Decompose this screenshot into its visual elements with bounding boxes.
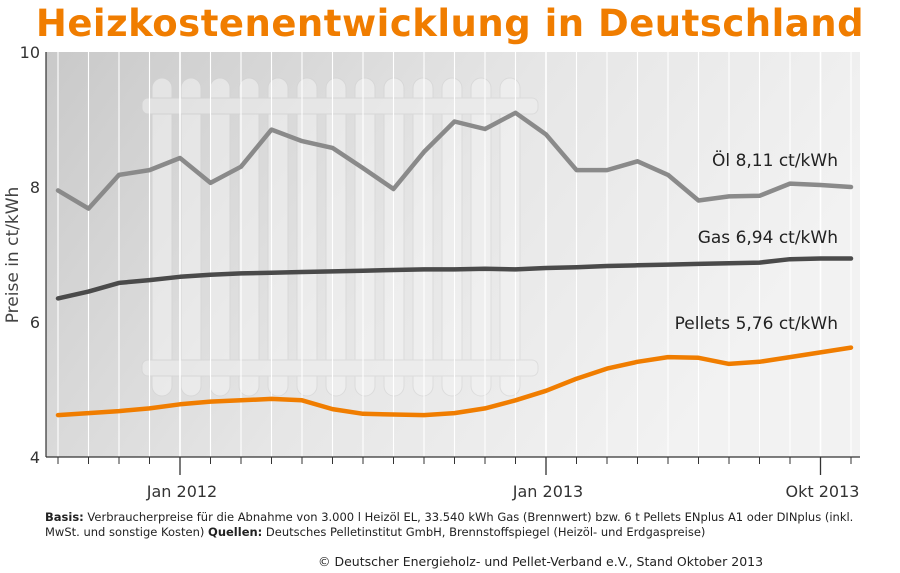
radiator-fin	[296, 77, 318, 397]
y-tick-label: 6	[30, 313, 40, 332]
radiator-fin	[499, 77, 521, 397]
radiator-fin	[238, 77, 260, 397]
y-axis: 4 6 8 10	[20, 43, 47, 467]
series-name: Pellets	[675, 314, 736, 334]
radiator-fin	[441, 77, 463, 397]
series-line-pellets	[55, 345, 854, 418]
series-value: 8,11 ct/kWh	[736, 151, 838, 171]
basis-text: Verbraucherpreise für die Abnahme von 3.…	[45, 510, 854, 539]
radiator-fin	[209, 77, 231, 397]
x-tick-label: Jan 2012	[146, 482, 217, 501]
series-label-gas: Gas 6,94 ct/kWh	[698, 228, 838, 248]
series-label-pellets: Pellets 5,76 ct/kWh	[675, 314, 838, 334]
series-value: 5,76 ct/kWh	[736, 314, 838, 334]
x-tick-label: Okt 2013	[786, 482, 860, 501]
series-lines	[55, 110, 854, 418]
y-axis-label: Preise in ct/kWh	[3, 187, 23, 324]
series-name: Gas	[698, 228, 736, 248]
series-line--l	[55, 110, 854, 211]
line-chart: 4 6 8 10 Jan 2012 Jan 2013 Okt 2013 Öl 8,11 c…	[3, 43, 860, 501]
x-tick-label: Jan 2013	[512, 482, 583, 501]
series-label--l: Öl 8,11 ct/kWh	[712, 149, 838, 171]
series-labels: Öl 8,11 ct/kWh Gas 6,94 ct/kWh Pellets 5,7…	[675, 149, 838, 334]
y-tick-label: 8	[30, 178, 40, 197]
radiator-fin	[470, 77, 492, 397]
series-value: 6,94 ct/kWh	[736, 228, 838, 248]
basis-label: Basis:	[45, 510, 84, 524]
radiator-fin	[412, 77, 434, 397]
y-tick-label: 4	[30, 448, 40, 467]
radiator-pipe-top	[141, 97, 539, 115]
radiator-fin	[267, 77, 289, 397]
series-name: Öl	[712, 149, 736, 171]
sources-label: Quellen:	[208, 524, 263, 539]
radiator-fin	[180, 77, 202, 397]
y-tick-label: 10	[20, 43, 40, 62]
series-line-gas	[55, 256, 854, 301]
x-axis: Jan 2012 Jan 2013 Okt 2013	[46, 456, 860, 501]
radiator-fin	[151, 77, 173, 397]
radiator-fin	[354, 77, 376, 397]
copyright-notice: © Deutscher Energieholz- und Pellet-Verb…	[318, 554, 764, 569]
chart-title: Heizkostenentwicklung in Deutschland	[35, 2, 865, 45]
radiator-fin	[325, 77, 347, 397]
footnote: Basis: Verbraucherpreise für die Abnahme…	[45, 510, 875, 539]
radiator-pipe-bottom	[141, 359, 539, 377]
sources-text: Deutsches Pelletinstitut GmbH, Brennstof…	[262, 524, 706, 539]
